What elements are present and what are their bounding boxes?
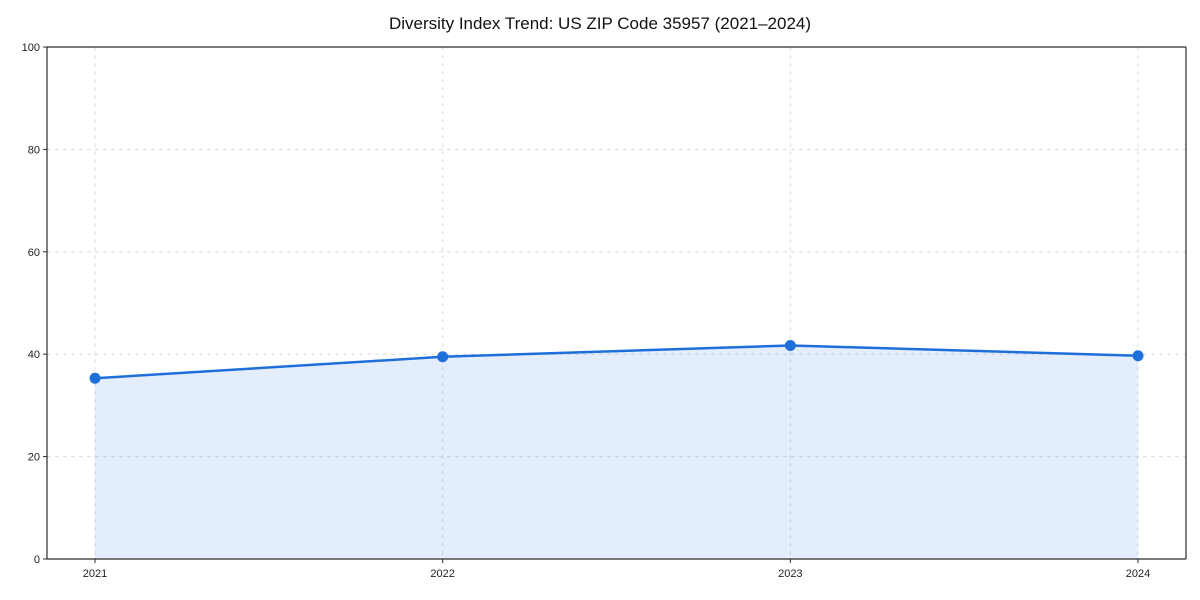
y-tick-label: 40 xyxy=(28,349,40,361)
y-tick-label: 100 xyxy=(22,42,40,54)
y-tick-label: 20 xyxy=(28,452,40,464)
plot-area-background xyxy=(47,47,1186,559)
x-tick-label: 2021 xyxy=(83,568,107,580)
data-point-marker xyxy=(1132,350,1144,362)
x-tick-label: 2022 xyxy=(430,568,454,580)
data-point-marker xyxy=(437,351,449,363)
data-point-marker xyxy=(784,339,796,351)
y-tick-label: 60 xyxy=(28,247,40,259)
x-tick-label: 2024 xyxy=(1126,568,1150,580)
chart-title: Diversity Index Trend: US ZIP Code 35957… xyxy=(388,14,812,33)
series-area-fill xyxy=(95,345,1138,559)
y-tick-label: 0 xyxy=(34,554,40,566)
data-point-marker xyxy=(89,372,101,384)
series-line xyxy=(93,344,1140,380)
x-tick-label: 2023 xyxy=(778,568,802,580)
y-tick-label: 80 xyxy=(28,144,40,156)
